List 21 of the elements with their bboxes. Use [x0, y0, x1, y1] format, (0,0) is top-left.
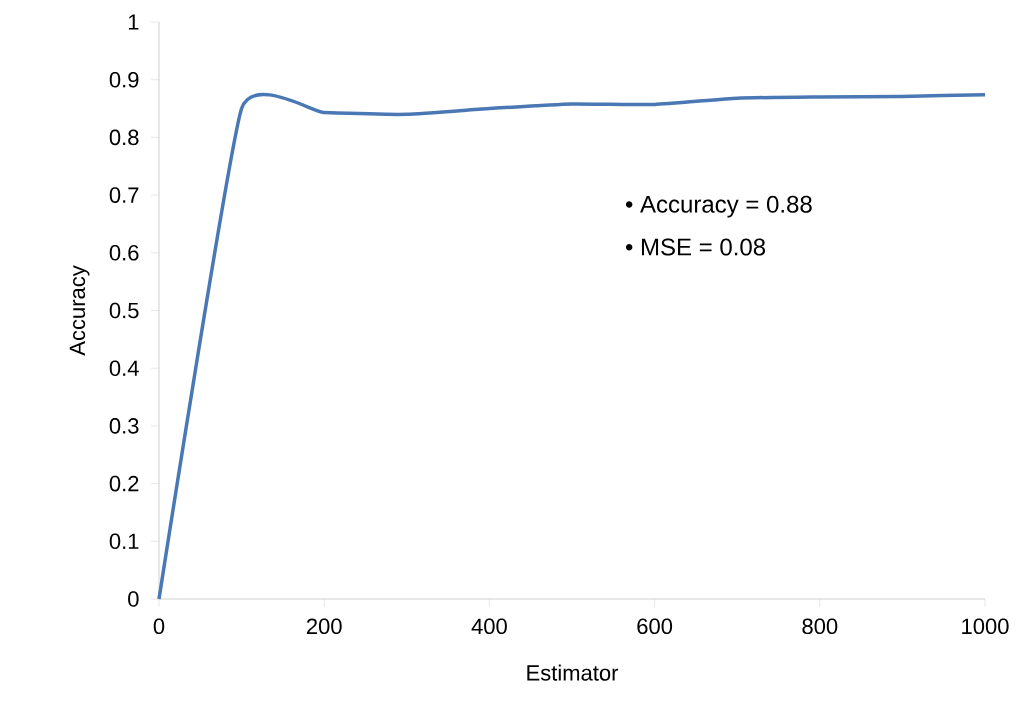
x-tick-label: 400 — [471, 618, 507, 635]
x-axis-title: Estimator — [527, 664, 619, 681]
x-tick-label: 1000 — [962, 618, 1009, 635]
y-tick-label: 0.9 — [109, 71, 139, 88]
y-tick-label: 0.1 — [109, 533, 139, 550]
x-tick-label: 800 — [802, 618, 838, 635]
y-tick-label: 0.3 — [109, 418, 139, 434]
y-tick-label: 0.2 — [109, 475, 139, 492]
y-tick-label: 0.8 — [109, 129, 139, 146]
annotation: • MSE = 0.08 — [625, 238, 766, 256]
y-tick-label: 0.4 — [109, 360, 139, 376]
y-tick-label: 0 — [128, 591, 139, 607]
y-tick-label: 0.5 — [109, 302, 139, 319]
x-tick-label: 600 — [637, 618, 673, 635]
annotation: • Accuracy = 0.88 — [625, 195, 812, 218]
x-tick-label: 200 — [306, 618, 342, 635]
y-tick-label: 0.7 — [109, 187, 139, 203]
y-tick-label: 0.6 — [109, 245, 139, 261]
y-axis-title: Accuracy — [69, 265, 90, 356]
x-tick-label: 0 — [153, 618, 165, 635]
y-tick-label: 1 — [128, 14, 139, 30]
